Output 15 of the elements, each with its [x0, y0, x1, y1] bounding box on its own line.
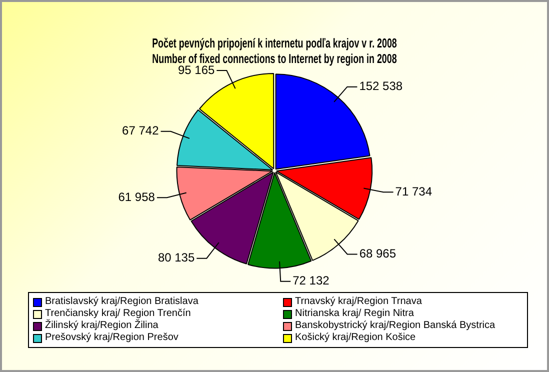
legend-label: Trnavský kraj/Region Trnava: [295, 296, 422, 308]
data-label: 152 538: [359, 79, 403, 94]
legend-label: Nitrianska kraj/ Regin Nitra: [295, 308, 414, 320]
data-label: 72 132: [292, 274, 330, 288]
legend-label: Košický kraj/Region Košice: [295, 332, 416, 344]
data-label: 71 734: [395, 184, 432, 198]
legend-label: Prešovský kraj/Region Prešov: [45, 332, 178, 344]
legend-label: Bratislavský kraj/Region Bratislava: [45, 296, 198, 308]
data-label: 80 135: [158, 250, 195, 265]
legend-label: Banskobystrický kraj/Region Banská Bystrica: [295, 320, 496, 332]
legend-label: Trenčiansky kraj/ Region Trenčín: [45, 308, 191, 319]
legend-label: Žilinský kraj/Region Žilina: [45, 320, 158, 332]
data-label: 67 742: [122, 124, 160, 138]
data-label: 61 958: [118, 190, 156, 204]
data-label: 68 965: [359, 246, 396, 261]
